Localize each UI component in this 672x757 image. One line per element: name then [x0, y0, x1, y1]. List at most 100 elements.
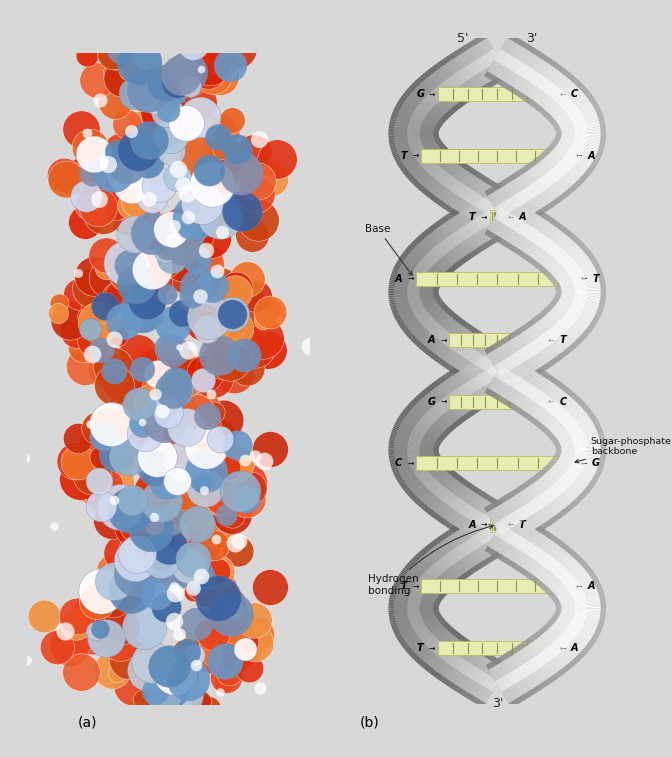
Text: ←: ←	[507, 213, 513, 222]
Point	[234, 506, 245, 518]
Point	[95, 472, 106, 484]
Point	[192, 265, 202, 277]
Text: →: →	[429, 643, 435, 653]
Point	[150, 91, 161, 103]
Point	[116, 505, 127, 517]
Point	[119, 315, 130, 327]
Point	[208, 450, 218, 463]
Point	[249, 146, 259, 158]
Point	[187, 586, 198, 598]
Point	[198, 403, 208, 416]
Point	[191, 95, 202, 107]
Text: A: A	[394, 273, 403, 284]
Point	[130, 553, 140, 565]
Point	[149, 511, 159, 523]
Point	[190, 77, 200, 89]
Point	[147, 81, 158, 93]
Point	[179, 245, 190, 257]
Point	[130, 568, 141, 580]
Point	[136, 650, 147, 662]
Point	[121, 257, 132, 269]
Point	[224, 608, 235, 620]
Text: ←: ←	[507, 520, 513, 529]
Point	[244, 662, 255, 674]
Point	[92, 478, 103, 491]
Point	[169, 220, 180, 232]
Point	[217, 413, 228, 425]
Point	[144, 133, 155, 145]
Point	[111, 447, 122, 459]
Point	[212, 566, 222, 578]
Point	[195, 151, 206, 164]
Point	[52, 307, 63, 319]
Point	[141, 254, 152, 266]
Point	[154, 179, 165, 191]
Point	[107, 514, 118, 526]
Point	[181, 420, 192, 432]
Point	[147, 117, 158, 129]
Point	[239, 454, 250, 466]
Text: 3': 3'	[492, 697, 503, 710]
Point	[102, 417, 113, 429]
Point	[212, 525, 223, 537]
Point	[142, 678, 153, 690]
Point	[115, 501, 126, 513]
Text: →: →	[413, 582, 419, 590]
Point	[110, 475, 121, 487]
Text: T: T	[401, 581, 407, 591]
Point	[102, 150, 113, 162]
Point	[153, 89, 163, 101]
Point	[122, 117, 132, 129]
Point	[78, 341, 89, 353]
Point	[132, 416, 143, 428]
Point	[99, 363, 110, 375]
Point	[162, 222, 173, 234]
Point	[94, 193, 105, 205]
Point	[135, 379, 146, 391]
Point	[189, 649, 200, 661]
Text: T: T	[469, 212, 476, 222]
Point	[251, 343, 262, 355]
Point	[215, 57, 226, 69]
Point	[139, 621, 150, 633]
Point	[239, 643, 250, 655]
Point	[169, 615, 179, 627]
Point	[132, 152, 142, 164]
Point	[92, 422, 103, 434]
Point	[126, 420, 136, 432]
Point	[106, 563, 116, 575]
Point	[174, 671, 185, 683]
FancyBboxPatch shape	[490, 518, 505, 531]
Point	[183, 344, 194, 357]
Point	[136, 95, 146, 107]
Point	[223, 126, 234, 139]
Point	[179, 245, 190, 257]
Point	[218, 677, 229, 689]
Point	[218, 463, 228, 475]
Point	[197, 418, 208, 430]
Text: G: G	[427, 397, 435, 407]
Point	[179, 455, 190, 467]
Point	[134, 56, 144, 68]
Point	[201, 441, 212, 453]
Point	[175, 244, 186, 256]
Point	[192, 106, 203, 118]
Point	[112, 330, 123, 342]
Point	[171, 418, 181, 430]
Point	[224, 618, 235, 631]
Point	[206, 257, 216, 269]
Point	[265, 303, 276, 315]
Point	[117, 145, 128, 157]
Point	[73, 288, 84, 301]
Point	[115, 171, 126, 183]
Point	[125, 565, 136, 577]
Point	[225, 608, 236, 620]
Point	[146, 522, 157, 534]
Point	[156, 495, 167, 507]
Point	[87, 348, 97, 360]
Point	[183, 673, 194, 685]
Point	[202, 626, 213, 638]
Point	[94, 154, 105, 167]
Point	[95, 623, 106, 635]
Point	[127, 494, 138, 506]
